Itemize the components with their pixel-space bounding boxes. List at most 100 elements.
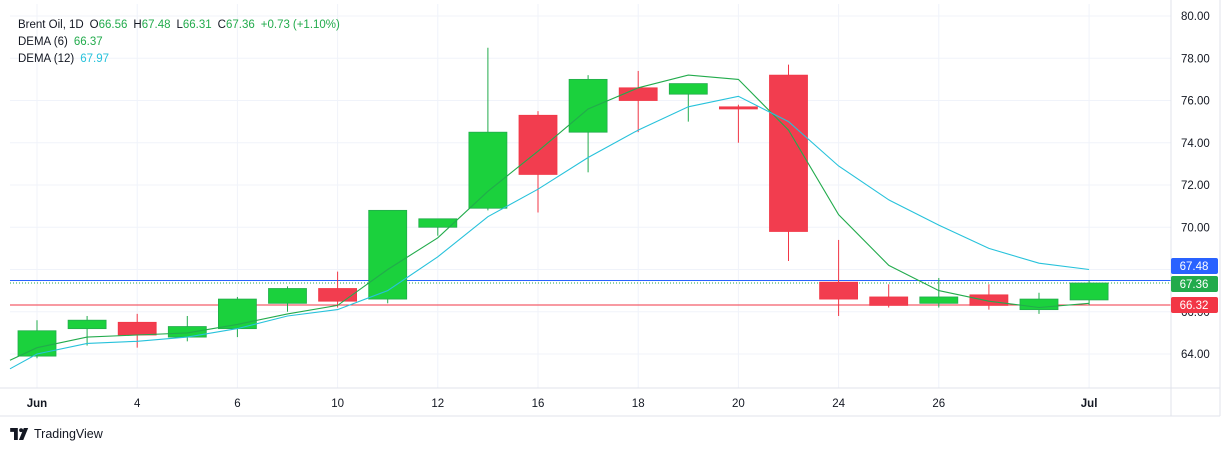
candle xyxy=(769,64,808,262)
candle-body xyxy=(819,281,858,300)
candle-body xyxy=(618,87,658,101)
legend-close-value: 67.36 xyxy=(225,19,255,31)
candle xyxy=(568,75,608,173)
dema12-line xyxy=(9,95,1090,370)
y-tick-label: 80.00 xyxy=(1181,11,1210,23)
legend-dema12-value: 67.97 xyxy=(80,53,110,65)
candle-body xyxy=(368,209,408,300)
candle-body xyxy=(568,78,608,133)
candle xyxy=(468,47,508,211)
x-tick-label: 12 xyxy=(431,398,444,410)
x-tick-label: Jun xyxy=(27,398,47,410)
legend-dema6-row[interactable]: DEMA (6) 66.37 xyxy=(18,34,340,51)
legend-dema6-label: DEMA (6) xyxy=(18,36,68,48)
candle-body xyxy=(668,83,708,95)
x-tick-label: 20 xyxy=(732,398,745,410)
candle-body xyxy=(468,131,508,209)
x-tick-label: 4 xyxy=(134,398,141,410)
candle xyxy=(919,277,959,308)
chart-legend: Brent Oil, 1D O66.56 H67.48 L66.31 C67.36 +0.7… xyxy=(18,17,340,68)
legend-ohlc-row: Brent Oil, 1D O66.56 H67.48 L66.31 C67.36 +0.7… xyxy=(18,19,340,31)
legend-high-label: H xyxy=(133,19,142,31)
high-price-tag-bg xyxy=(1171,258,1218,274)
candle xyxy=(618,70,658,133)
candle-body xyxy=(719,106,758,110)
x-tick-label: 24 xyxy=(832,398,845,410)
candle xyxy=(1069,280,1109,306)
legend-change: +0.73 xyxy=(260,19,290,31)
candle xyxy=(518,111,558,213)
x-tick-label: 26 xyxy=(932,398,945,410)
high-price-tag: 67.48 xyxy=(1171,258,1218,274)
candle xyxy=(117,313,157,348)
legend-symbol[interactable]: Brent Oil xyxy=(18,19,63,31)
candle-body xyxy=(969,294,1009,306)
brand-name: TradingView xyxy=(34,427,103,441)
candle-body xyxy=(1019,298,1059,311)
grid xyxy=(10,4,1171,388)
legend-change-pct: (+1.10%) xyxy=(292,19,340,31)
candle-body xyxy=(919,296,959,304)
candle-body xyxy=(769,74,808,232)
candle-body xyxy=(117,321,157,336)
candle xyxy=(67,315,107,346)
candle xyxy=(719,104,758,143)
legend-interval[interactable]: 1D xyxy=(68,19,84,31)
candle-body xyxy=(268,288,307,304)
candle-body xyxy=(67,319,107,330)
legend-open-label: O xyxy=(89,19,99,31)
candle-body xyxy=(17,330,57,357)
y-tick-label: 64.00 xyxy=(1181,349,1210,361)
candle xyxy=(268,286,307,312)
y-tick-label: 74.00 xyxy=(1181,138,1210,150)
candle-body xyxy=(217,298,257,330)
legend-high-value: 67.48 xyxy=(141,19,171,31)
tradingview-logo-icon xyxy=(10,428,29,440)
legend-dema6-value: 66.37 xyxy=(73,36,103,48)
candle xyxy=(869,284,909,308)
candle xyxy=(819,239,858,316)
low-price-tag: 66.32 xyxy=(1171,297,1218,313)
legend-dema12-label: DEMA (12) xyxy=(18,53,75,65)
candle xyxy=(1019,292,1059,314)
candle xyxy=(418,218,458,236)
high-price-tag-label: 67.48 xyxy=(1180,261,1209,273)
last-price-tag-bg xyxy=(1171,276,1218,292)
y-tick-label: 76.00 xyxy=(1181,96,1210,108)
x-tick-label: 6 xyxy=(234,398,240,410)
candle xyxy=(318,271,358,308)
candle xyxy=(969,284,1009,310)
legend-close-label: C xyxy=(217,19,226,31)
candle xyxy=(668,83,708,122)
low-price-tag-label: 66.32 xyxy=(1180,300,1209,312)
candle-body xyxy=(1069,282,1109,301)
last-price-tag-label: 67.36 xyxy=(1180,279,1209,291)
candle-body xyxy=(869,296,909,306)
x-tick-label: 10 xyxy=(331,398,344,410)
candle-body xyxy=(318,288,358,302)
legend-low-label: L xyxy=(176,19,183,31)
legend-open-value: 66.56 xyxy=(98,19,128,31)
legend-dema12-row[interactable]: DEMA (12) 67.97 xyxy=(18,51,340,68)
candle-body xyxy=(518,114,558,175)
y-tick-label: 78.00 xyxy=(1181,53,1210,65)
candle xyxy=(217,296,257,338)
candles xyxy=(17,47,1109,359)
low-price-tag-bg xyxy=(1171,297,1218,313)
x-tick-label: 18 xyxy=(632,398,645,410)
candle xyxy=(17,320,57,359)
x-tick-label: Jul xyxy=(1081,398,1098,410)
indicator-lines xyxy=(9,74,1090,370)
tradingview-brand[interactable]: TradingView xyxy=(10,427,103,441)
candle xyxy=(368,209,408,304)
legend-low-value: 66.31 xyxy=(182,19,212,31)
candle-body xyxy=(167,326,207,338)
y-tick-label: 72.00 xyxy=(1181,180,1210,192)
candle-body xyxy=(418,218,458,228)
dema6-line xyxy=(9,74,1090,361)
last-price-tag: 67.36 xyxy=(1171,276,1218,292)
x-tick-label: 16 xyxy=(532,398,545,410)
price-tags: 67.48 67.36 66.32 xyxy=(1171,258,1218,313)
